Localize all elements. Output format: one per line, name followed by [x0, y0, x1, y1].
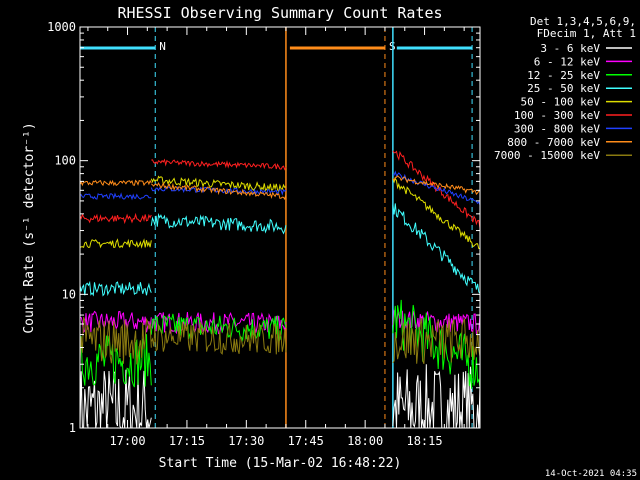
x-tick-label: 17:45 — [288, 434, 324, 448]
series-line — [80, 179, 152, 187]
flag-segment-2 — [396, 27, 473, 428]
y-tick-label: 1 — [69, 421, 76, 435]
y-tick-label: 100 — [54, 154, 76, 168]
legend-entry: 3 - 6 keV — [540, 42, 600, 55]
legend-entry: 300 - 800 keV — [514, 122, 600, 135]
legend-entry: 6 - 12 keV — [534, 55, 601, 68]
series-4 — [80, 175, 480, 250]
series-line — [392, 317, 480, 364]
legend-entry: 50 - 100 keV — [521, 96, 601, 109]
series-line — [392, 170, 480, 206]
plot-area: NS — [80, 27, 480, 428]
series-line — [150, 181, 287, 201]
series-line — [150, 313, 287, 343]
x-tick-label: 17:30 — [228, 434, 264, 448]
series-0 — [80, 364, 480, 428]
series-line — [80, 334, 152, 388]
flag-N: N — [80, 27, 166, 428]
legend-entry: 12 - 25 keV — [527, 69, 600, 82]
series-line — [150, 322, 287, 355]
legend-header: FDecim 1, Att 1 — [537, 27, 636, 40]
series-line — [392, 177, 480, 250]
legend-entry: 7000 - 15000 keV — [494, 149, 600, 162]
series-line — [150, 212, 287, 235]
plot-frame — [79, 26, 481, 429]
series-3 — [80, 203, 480, 297]
x-tick-label: 17:15 — [169, 434, 205, 448]
x-tick-label: 18:15 — [406, 434, 442, 448]
chart-title: RHESSI Observing Summary Count Rates — [117, 4, 442, 22]
series-line — [80, 310, 152, 334]
flag-label: N — [159, 40, 166, 53]
series-line — [151, 158, 287, 171]
series-line — [392, 175, 480, 196]
x-tick-label: 18:00 — [347, 434, 383, 448]
series-8 — [80, 317, 480, 365]
series-line — [80, 280, 152, 297]
series-line — [392, 364, 480, 428]
series-line — [392, 299, 480, 389]
legend-entry: 25 - 50 keV — [527, 82, 600, 95]
series-line — [392, 203, 480, 294]
series-line — [80, 317, 152, 365]
series-line — [80, 238, 152, 249]
series-2 — [80, 299, 480, 389]
series-7 — [80, 175, 480, 201]
legend-entry: 100 - 300 keV — [514, 109, 600, 122]
y-tick-label: 1000 — [47, 20, 76, 34]
series-line — [80, 369, 152, 428]
x-axis-label: Start Time (15-Mar-02 16:48:22) — [159, 456, 402, 471]
legend: Det 1,3,4,5,6,9,FDecim 1, Att 1 3 - 6 keV… — [494, 15, 636, 162]
y-axis-label: Count Rate (s⁻¹ detector⁻¹) — [22, 122, 37, 333]
y-tick-label: 10 — [62, 287, 76, 301]
axes: 1 10 100 1000 17:00 17:15 17:30 17:45 18:00 18:15 — [47, 20, 481, 448]
legend-header: Det 1,3,4,5,6,9, — [530, 15, 636, 28]
flag-S: S — [289, 27, 396, 428]
series-line — [150, 175, 287, 193]
x-tick-label: 17:00 — [109, 434, 145, 448]
legend-entry: 800 - 7000 keV — [507, 136, 600, 149]
series-line — [80, 212, 152, 225]
timestamp-label: 14-Oct-2021 04:35 — [545, 469, 637, 479]
series-line — [80, 192, 152, 201]
